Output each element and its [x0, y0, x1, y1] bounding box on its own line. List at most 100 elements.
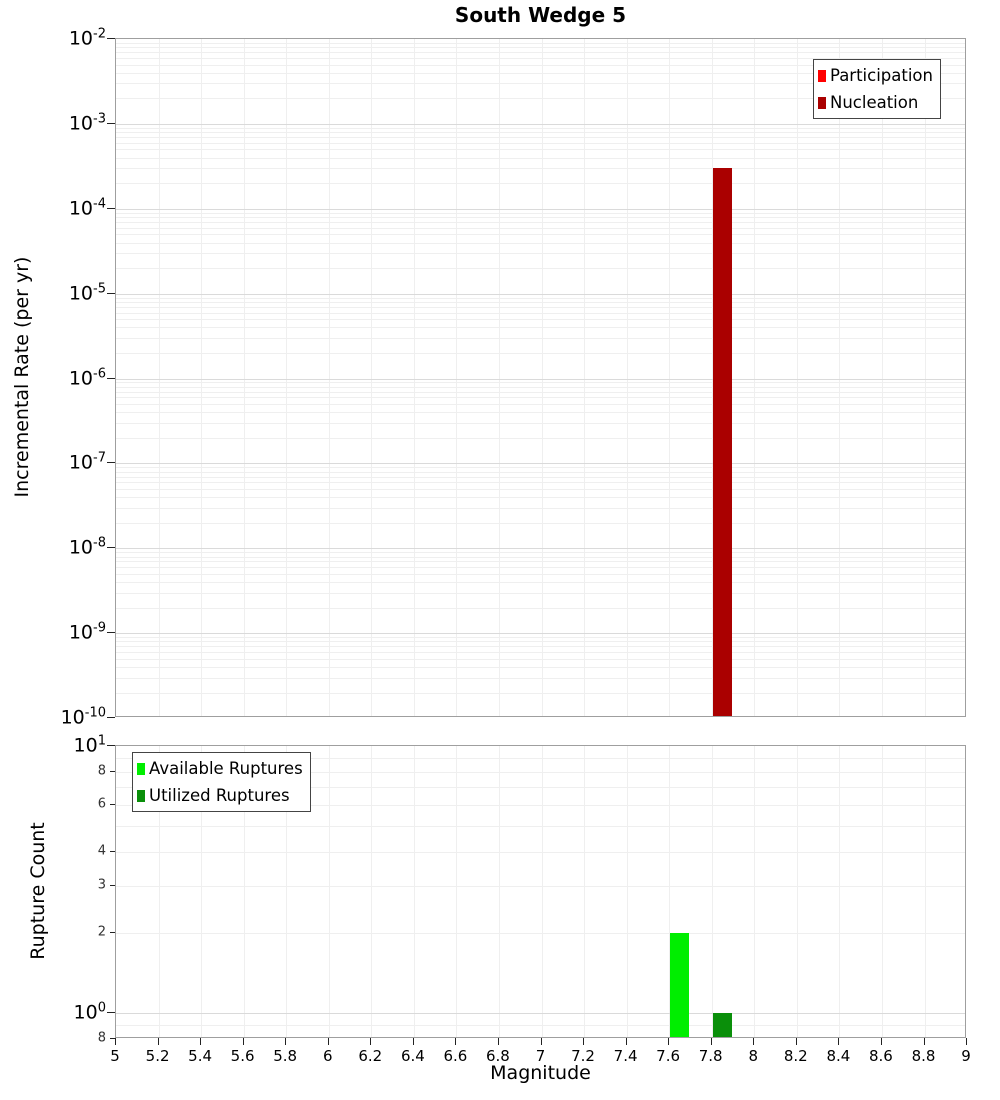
gridline [116, 64, 965, 66]
y-tick [107, 38, 115, 39]
y-tick [110, 851, 115, 853]
x-tick [668, 1038, 670, 1045]
x-tick [583, 1038, 584, 1045]
gridline [116, 658, 965, 660]
gridline [116, 463, 965, 465]
y-tick-label: 10-8 [68, 535, 106, 559]
y-tick-label: 10-7 [68, 450, 106, 475]
gridline [669, 746, 671, 1037]
gridline [116, 573, 965, 575]
x-tick-label: 5.4 [188, 1047, 213, 1065]
gridline [116, 72, 965, 74]
gridline [116, 1025, 965, 1027]
gridline [328, 746, 330, 1037]
gridline [796, 39, 798, 716]
x-tick [412, 1038, 414, 1045]
x-tick-label: 6.2 [358, 1047, 383, 1065]
gridline [116, 592, 965, 594]
gridline [243, 746, 245, 1037]
gridline [116, 234, 965, 236]
y-tick-label: 10-6 [68, 365, 106, 390]
y-tick-label: 2 [97, 924, 106, 940]
x-tick-label: 6 [323, 1047, 333, 1065]
x-tick [327, 1038, 329, 1045]
x-tick [115, 1038, 116, 1045]
gridline [116, 567, 965, 569]
x-tick-label: 7.2 [571, 1047, 595, 1065]
gridline [116, 319, 965, 321]
y-tick-label: 8 [97, 763, 106, 779]
gridline [201, 746, 203, 1037]
gridline [116, 397, 965, 399]
gridline [881, 39, 883, 716]
x-tick [200, 1038, 202, 1045]
x-tick [625, 1038, 627, 1045]
gridline [116, 127, 965, 129]
gridline [116, 83, 965, 85]
gridline [116, 404, 965, 405]
y-tick-label: 10-5 [68, 280, 106, 305]
y-tick [110, 1038, 115, 1039]
gridline [116, 293, 965, 295]
x-tick-label: 8.8 [911, 1047, 936, 1065]
gridline [116, 98, 965, 100]
y-tick [107, 207, 115, 209]
gridline [116, 382, 965, 384]
x-tick [540, 1038, 542, 1045]
gridline [116, 378, 965, 380]
gridline [116, 885, 965, 887]
x-tick [838, 1038, 840, 1045]
gridline [498, 746, 500, 1037]
gridline [116, 217, 965, 218]
gridline [116, 652, 965, 653]
gridline [158, 39, 160, 716]
x-tick [923, 1038, 925, 1045]
y-tick-label: 10-10 [60, 705, 106, 729]
gridline [116, 412, 965, 414]
gridline [116, 582, 965, 583]
gridline [116, 227, 965, 229]
gridline [116, 137, 965, 138]
gridline [116, 437, 965, 439]
x-tick-label: 5.6 [230, 1047, 255, 1065]
y-tick [107, 745, 115, 746]
y-tick [110, 770, 115, 772]
gridline [541, 746, 543, 1037]
gridline [116, 306, 965, 308]
x-tick-label: 9 [961, 1047, 971, 1065]
legend-entry-participation: Participation [817, 62, 933, 89]
legend-label: Utilized Ruptures [149, 786, 290, 805]
y-tick-label: 10-9 [68, 620, 106, 644]
y-tick-label: 10-2 [68, 26, 106, 50]
x-tick-label: 7 [535, 1047, 546, 1065]
gridline [626, 746, 628, 1037]
x-tick [753, 1038, 755, 1045]
incremental-rate-plot [115, 38, 966, 717]
gridline [116, 646, 965, 648]
gridline [116, 221, 965, 223]
gridline [116, 132, 965, 134]
gridline [456, 746, 458, 1037]
x-tick [795, 1038, 797, 1045]
gridline [201, 39, 203, 716]
gridline [116, 677, 965, 679]
gridline [116, 386, 965, 388]
y-tick-label: 100 [73, 1000, 106, 1024]
gridline [584, 746, 586, 1037]
x-tick-label: 8 [748, 1047, 759, 1065]
legend-entry-utilized-ruptures: Utilized Ruptures [137, 782, 303, 809]
legend-swatch-available-ruptures [137, 762, 145, 775]
gridline [116, 142, 965, 144]
gridline [328, 39, 330, 716]
gridline [116, 168, 965, 170]
gridline [116, 301, 965, 303]
y-tick [107, 717, 115, 718]
y-tick-label: 4 [97, 843, 106, 859]
gridline [158, 746, 160, 1037]
gridline [116, 548, 965, 550]
rate-legend: Participation Nucleation [812, 59, 941, 119]
gridline [116, 666, 965, 668]
y-tick [107, 462, 115, 464]
gridline [626, 39, 628, 716]
